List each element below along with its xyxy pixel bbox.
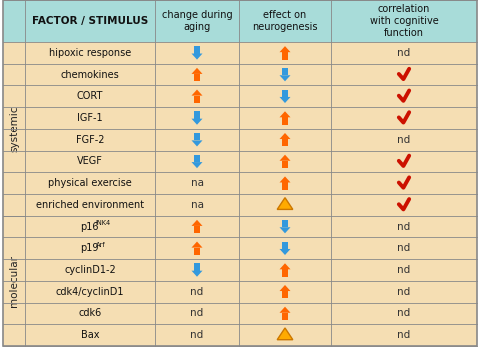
Text: nd: nd xyxy=(397,309,410,318)
Bar xyxy=(25,259,477,281)
Polygon shape xyxy=(279,155,290,161)
Polygon shape xyxy=(279,75,290,81)
Polygon shape xyxy=(279,307,290,313)
Bar xyxy=(194,247,200,255)
Polygon shape xyxy=(279,227,290,233)
Text: FGF-2: FGF-2 xyxy=(76,135,104,145)
Text: cdk6: cdk6 xyxy=(78,309,102,318)
Bar xyxy=(282,220,288,227)
Bar xyxy=(25,129,477,150)
Text: nd: nd xyxy=(397,287,410,297)
Text: nd: nd xyxy=(397,243,410,253)
Text: physical exercise: physical exercise xyxy=(48,178,132,188)
Bar xyxy=(194,111,200,119)
Text: na: na xyxy=(191,178,204,188)
Polygon shape xyxy=(279,46,290,52)
Bar xyxy=(25,172,477,194)
Text: CORT: CORT xyxy=(77,91,103,101)
Polygon shape xyxy=(192,119,203,125)
Polygon shape xyxy=(279,263,290,269)
Text: nd: nd xyxy=(397,222,410,232)
Polygon shape xyxy=(279,111,290,117)
Bar xyxy=(194,96,200,103)
Bar xyxy=(25,0,477,42)
Polygon shape xyxy=(192,220,203,226)
Polygon shape xyxy=(192,271,203,277)
Text: VEGF: VEGF xyxy=(77,156,103,166)
Bar xyxy=(3,216,25,346)
Bar xyxy=(194,74,200,81)
Bar xyxy=(282,269,288,277)
Bar xyxy=(3,42,25,216)
Bar xyxy=(25,86,477,107)
Text: correlation
with cognitive
function: correlation with cognitive function xyxy=(370,3,438,38)
Text: change during
aging: change during aging xyxy=(162,10,232,32)
Polygon shape xyxy=(279,97,290,103)
Polygon shape xyxy=(192,90,203,96)
Text: p19: p19 xyxy=(80,243,98,253)
Text: nd: nd xyxy=(397,48,410,58)
Text: nd: nd xyxy=(397,135,410,145)
Text: chemokines: chemokines xyxy=(60,69,120,80)
Bar xyxy=(3,0,25,42)
Bar xyxy=(282,291,288,298)
Polygon shape xyxy=(277,328,293,340)
Bar xyxy=(282,68,288,75)
Bar xyxy=(25,237,477,259)
Text: cyclinD1-2: cyclinD1-2 xyxy=(64,265,116,275)
Polygon shape xyxy=(277,198,293,209)
Bar xyxy=(282,139,288,147)
Polygon shape xyxy=(192,53,203,60)
Text: FACTOR / STIMULUS: FACTOR / STIMULUS xyxy=(32,16,148,26)
Text: Arf: Arf xyxy=(96,242,105,247)
Polygon shape xyxy=(279,249,290,255)
Text: effect on
neurogenesis: effect on neurogenesis xyxy=(252,10,318,32)
Bar xyxy=(282,117,288,125)
Text: cdk4/cyclinD1: cdk4/cyclinD1 xyxy=(56,287,124,297)
Bar xyxy=(25,64,477,86)
Polygon shape xyxy=(192,242,203,247)
Bar xyxy=(25,194,477,216)
Text: molecular: molecular xyxy=(9,255,19,307)
Text: nd: nd xyxy=(191,287,204,297)
Bar xyxy=(282,90,288,97)
Polygon shape xyxy=(279,285,290,291)
Bar xyxy=(194,226,200,233)
Text: enriched environment: enriched environment xyxy=(36,200,144,210)
Polygon shape xyxy=(279,176,290,183)
Bar xyxy=(282,183,288,190)
Text: na: na xyxy=(191,200,204,210)
Text: Bax: Bax xyxy=(81,330,99,340)
Polygon shape xyxy=(192,140,203,147)
Bar xyxy=(194,155,200,162)
Bar xyxy=(282,313,288,320)
Bar xyxy=(282,242,288,249)
Text: IGF-1: IGF-1 xyxy=(77,113,103,123)
Polygon shape xyxy=(192,162,203,168)
Bar xyxy=(25,303,477,324)
Bar xyxy=(194,46,200,53)
Text: nd: nd xyxy=(397,265,410,275)
Bar xyxy=(25,324,477,346)
Text: nd: nd xyxy=(397,330,410,340)
Bar xyxy=(282,161,288,168)
Text: p16: p16 xyxy=(80,222,98,232)
Text: hipoxic response: hipoxic response xyxy=(49,48,131,58)
Polygon shape xyxy=(279,133,290,139)
Text: systemic: systemic xyxy=(9,106,19,152)
Bar xyxy=(194,263,200,271)
Bar xyxy=(25,150,477,172)
Bar xyxy=(282,52,288,60)
Polygon shape xyxy=(192,68,203,74)
Text: nd: nd xyxy=(191,330,204,340)
Bar xyxy=(25,281,477,303)
Text: INK4: INK4 xyxy=(96,220,111,226)
Text: nd: nd xyxy=(191,309,204,318)
Bar xyxy=(25,107,477,129)
Bar xyxy=(194,133,200,140)
Bar xyxy=(25,216,477,237)
Bar xyxy=(25,42,477,64)
